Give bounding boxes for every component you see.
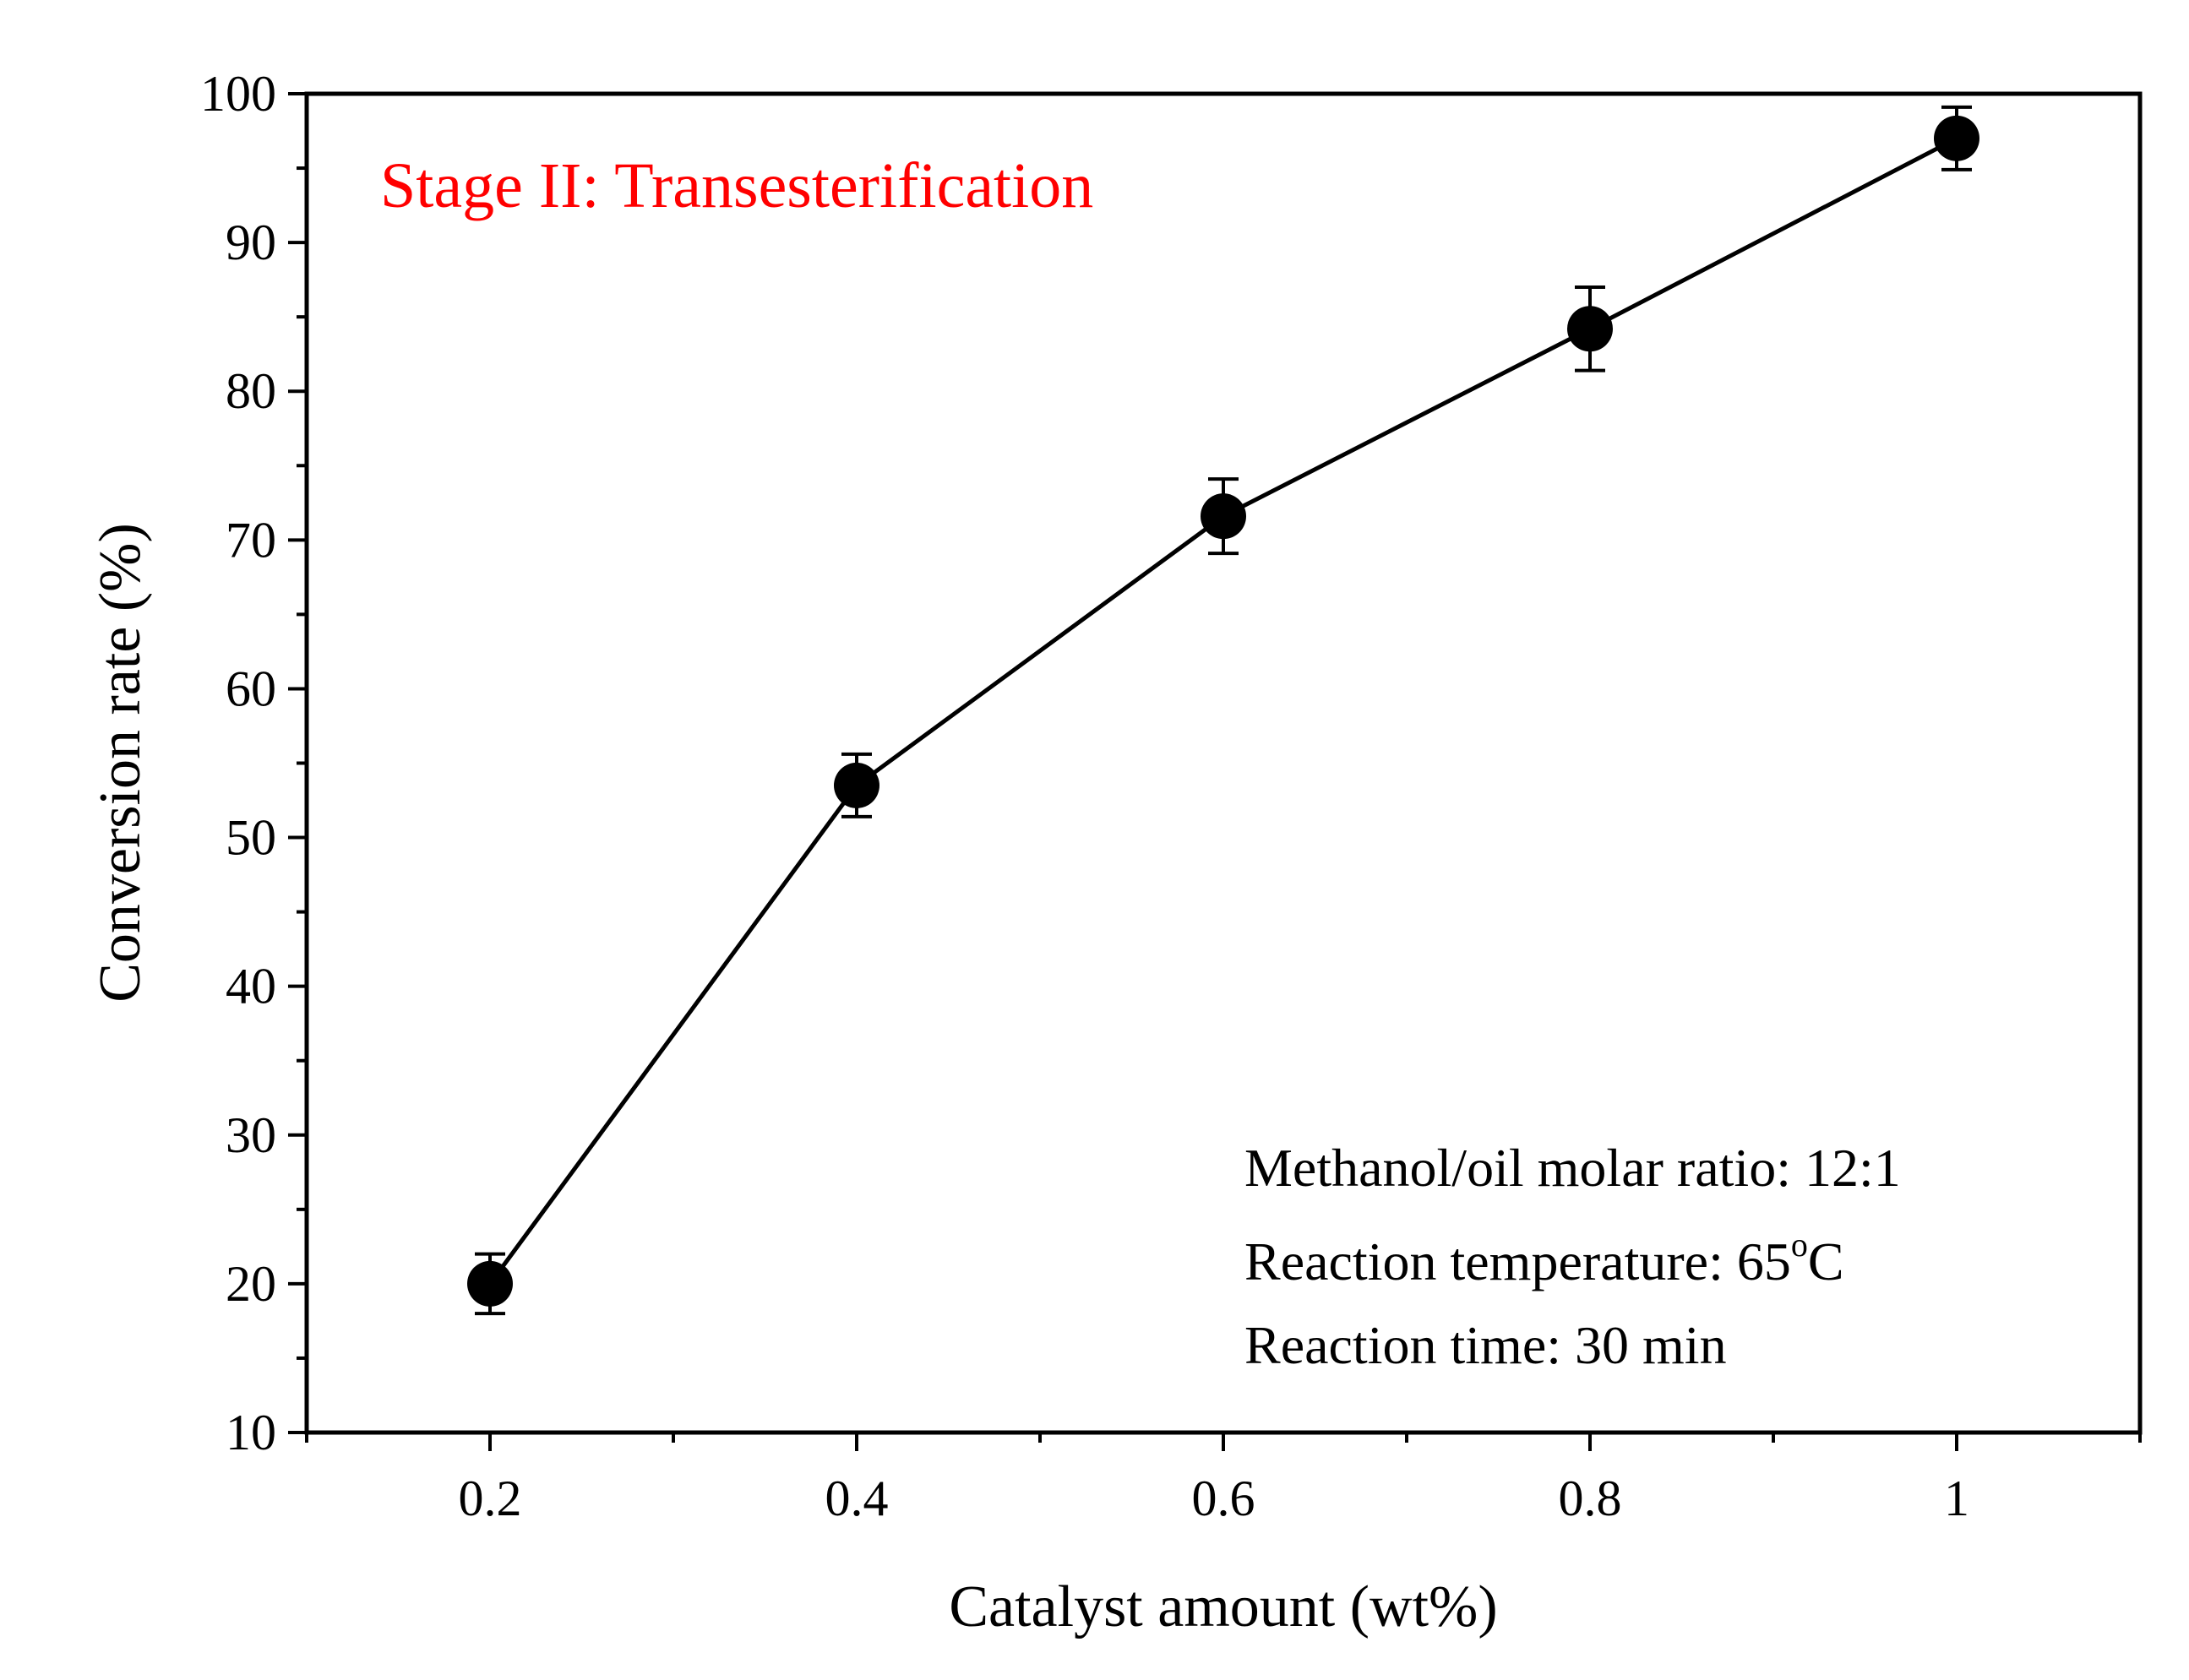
x-axis-title: Catalyst amount (wt%)	[949, 1574, 1497, 1639]
x-tick-label: 0.2	[459, 1471, 522, 1526]
x-tick-label: 0.4	[825, 1471, 889, 1526]
x-axis-ticks: 0.2 0.4 0.6 0.8 1	[305, 1433, 2142, 1526]
data-point	[1567, 306, 1613, 352]
y-tick-label: 20	[226, 1256, 276, 1312]
y-tick-label: 10	[226, 1405, 276, 1460]
temperature-label-value: Reaction temperature: 65	[1244, 1231, 1791, 1291]
series-line	[487, 136, 1958, 1286]
y-tick-label: 60	[226, 661, 276, 716]
y-tick-label: 90	[226, 215, 276, 270]
x-tick-label: 1	[1944, 1471, 1969, 1526]
y-axis-ticks: 10 20 30 40 50 60 70 80 90 100	[200, 66, 307, 1460]
y-tick-label: 70	[226, 512, 276, 568]
x-tick-label: 0.6	[1192, 1471, 1255, 1526]
series-layer	[467, 105, 1979, 1316]
stage-label: Stage II: Transesterification	[380, 150, 1093, 221]
y-tick-label: 100	[200, 66, 276, 122]
y-axis-title: Conversion rate (%)	[88, 523, 153, 1003]
ratio-label: Methanol/oil molar ratio: 12:1	[1244, 1138, 1901, 1198]
data-point	[467, 1260, 513, 1307]
data-point	[834, 762, 879, 808]
temperature-unit: C	[1808, 1231, 1844, 1291]
data-point	[1934, 115, 1979, 161]
plot-frame	[304, 91, 2143, 1435]
y-tick-label: 30	[226, 1107, 276, 1163]
y-tick-label: 80	[226, 363, 276, 419]
data-point	[1201, 493, 1246, 540]
y-tick-label: 50	[226, 810, 276, 866]
x-tick-label: 0.8	[1559, 1471, 1622, 1526]
temperature-label: Reaction temperature: 65oC	[1244, 1226, 1844, 1291]
degree-superscript: o	[1791, 1226, 1808, 1264]
time-label: Reaction time: 30 min	[1244, 1315, 1727, 1375]
y-tick-label: 40	[226, 959, 276, 1014]
